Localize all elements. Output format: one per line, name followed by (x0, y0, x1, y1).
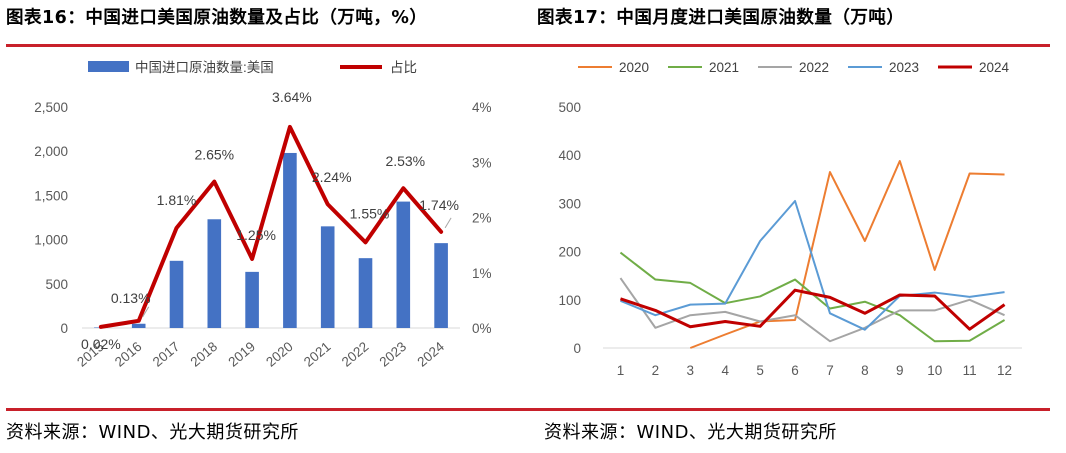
x-axis-tick-label: 3 (687, 363, 695, 378)
y-axis-tick-label: 300 (558, 196, 581, 211)
legend-label-bar: 中国进口原油数量:美国 (135, 60, 274, 75)
left-axis-tick-label: 2,500 (34, 100, 68, 115)
share-data-label: 2.65% (194, 147, 234, 163)
volume-bar (434, 243, 448, 328)
share-data-label: 1.55% (350, 205, 390, 221)
left-axis-tick-label: 0 (60, 321, 68, 336)
x-axis-tick-label: 8 (861, 363, 869, 378)
y-axis-tick-label: 400 (558, 148, 581, 163)
share-data-label: 0.02% (81, 336, 121, 352)
right-axis-tick-label: 3% (472, 155, 492, 170)
y-axis-tick-label: 500 (558, 100, 581, 115)
volume-bar (245, 271, 259, 328)
x-axis-tick-label: 2 (652, 363, 660, 378)
legend-swatch-bar (88, 61, 129, 72)
label-leader-line (142, 306, 150, 318)
x-axis-tick-label: 1 (617, 363, 625, 378)
share-data-label: 0.13% (111, 290, 151, 306)
legend-label-line: 占比 (390, 60, 417, 75)
left-axis-tick-label: 500 (45, 277, 68, 292)
legend-label-2023: 2023 (889, 60, 919, 75)
volume-bar (396, 201, 411, 328)
x-axis-tick-label: 5 (756, 363, 764, 378)
top-divider (6, 44, 1050, 47)
share-data-label: 1.74% (419, 197, 459, 213)
share-data-label: 3.64% (272, 89, 312, 105)
volume-bar (207, 219, 222, 328)
right-chart-title: 图表17：中国月度进口美国原油数量（万吨） (537, 8, 905, 28)
label-leader-line (444, 217, 452, 229)
left-axis-tick-label: 1,000 (34, 233, 68, 248)
left-source-note: 资料来源：WIND、光大期货研究所 (6, 422, 299, 443)
volume-bar (131, 323, 146, 328)
volume-bar (283, 152, 297, 328)
right-axis-tick-label: 4% (472, 100, 492, 115)
share-data-label: 2.53% (385, 153, 425, 169)
x-axis-tick-label: 11 (963, 363, 977, 378)
share-data-label: 1.81% (157, 192, 197, 208)
left-chart-title: 图表16：中国进口美国原油数量及占比（万吨，%） (6, 8, 428, 28)
share-data-label: 2.24% (312, 169, 352, 185)
x-axis-tick-label: 12 (997, 363, 1012, 378)
legend-label-2024: 2024 (979, 60, 1010, 75)
y-axis-tick-label: 100 (558, 293, 581, 308)
series-line-2023 (620, 199, 1005, 331)
x-axis-tick-label: 9 (896, 363, 904, 378)
right-axis-tick-label: 2% (472, 211, 492, 226)
series-line-2024 (619, 288, 1006, 331)
x-axis-tick-label: 6 (791, 363, 799, 378)
y-axis-tick-label: 200 (558, 245, 581, 260)
series-line-2020 (689, 159, 1005, 349)
legend-label-2021: 2021 (709, 60, 739, 75)
right-axis-tick-label: 0% (472, 321, 492, 336)
right-source-note: 资料来源：WIND、光大期货研究所 (544, 422, 837, 443)
x-axis-tick-label: 7 (826, 363, 834, 378)
legend-label-2020: 2020 (619, 60, 649, 75)
volume-bar (320, 226, 335, 328)
share-line (98, 124, 444, 329)
volume-bar (169, 260, 184, 328)
legend-label-2022: 2022 (799, 60, 829, 75)
x-axis-tick-label: 4 (721, 363, 729, 378)
right-axis-tick-label: 1% (472, 266, 492, 281)
volume-bar (358, 258, 373, 328)
left-axis-tick-label: 1,500 (34, 188, 68, 203)
series-line-2022 (619, 277, 1005, 343)
x-axis-tick-label: 10 (927, 363, 942, 378)
bottom-divider (6, 408, 1050, 411)
share-data-label: 1.25% (236, 227, 276, 243)
left-axis-tick-label: 2,000 (34, 144, 68, 159)
y-axis-tick-label: 0 (573, 341, 581, 356)
